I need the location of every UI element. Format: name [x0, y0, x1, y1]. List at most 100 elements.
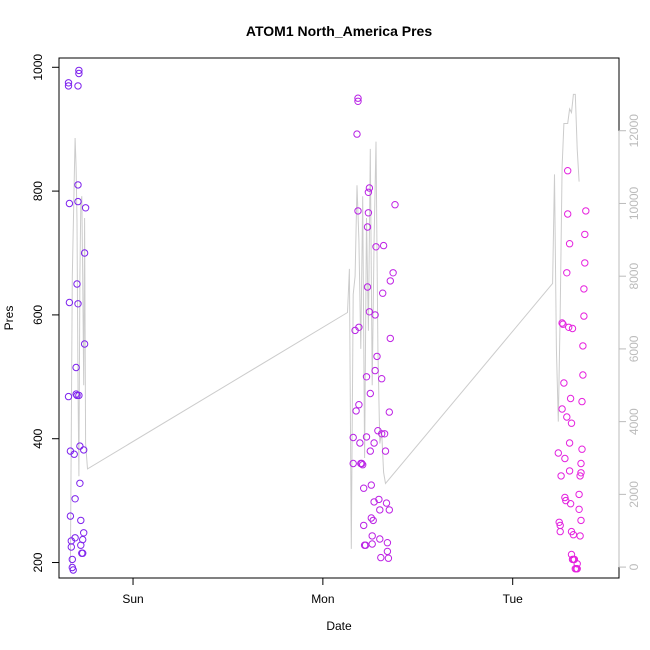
data-point	[379, 241, 388, 250]
data-point	[65, 298, 74, 307]
data-point	[369, 516, 377, 525]
x-tick-label: Sun	[122, 592, 143, 606]
data-point	[352, 407, 360, 415]
data-point	[74, 82, 82, 90]
data-point	[386, 334, 394, 343]
data-point	[81, 204, 90, 212]
data-point	[71, 495, 79, 503]
data-point	[354, 207, 362, 215]
scatter-points	[64, 66, 590, 574]
data-point	[383, 539, 392, 547]
data-point	[364, 188, 373, 197]
data-point	[70, 450, 78, 458]
data-point	[349, 459, 357, 468]
y-right-tick-label: 12000	[627, 114, 641, 148]
data-point	[358, 459, 366, 468]
data-point	[360, 521, 368, 530]
y-right-tick-label: 0	[627, 563, 641, 570]
x-axis-label: Date	[326, 619, 352, 633]
data-point	[561, 493, 569, 502]
data-point	[577, 469, 585, 477]
data-point	[385, 506, 393, 514]
data-point	[355, 401, 363, 409]
data-point	[366, 389, 374, 398]
data-point	[560, 379, 568, 387]
y-tick-label: 800	[31, 181, 45, 201]
right-series-line	[69, 93, 580, 568]
y-tick-label: 600	[31, 305, 45, 325]
data-point	[372, 243, 380, 251]
data-point	[561, 454, 569, 463]
data-point	[563, 413, 571, 421]
data-point	[565, 467, 574, 475]
data-point	[360, 484, 368, 492]
data-point	[365, 184, 374, 192]
data-point	[573, 565, 581, 573]
data-point	[378, 430, 386, 438]
data-point	[379, 289, 387, 297]
data-point	[373, 352, 381, 361]
y-tick-label: 1000	[31, 54, 45, 81]
data-point	[64, 82, 73, 90]
data-point	[79, 549, 87, 557]
data-point	[378, 375, 386, 383]
data-point	[558, 405, 566, 413]
data-point	[577, 516, 585, 525]
data-point	[563, 269, 571, 277]
data-point	[80, 446, 88, 454]
data-point	[363, 223, 372, 231]
x-tick-label: Tue	[503, 592, 524, 606]
data-point	[75, 69, 83, 78]
data-point	[577, 459, 585, 468]
data-point	[64, 392, 73, 401]
data-point	[362, 373, 371, 381]
data-point	[354, 97, 362, 106]
data-point	[365, 308, 374, 316]
data-point	[578, 397, 586, 406]
y-right-tick-label: 6000	[627, 335, 641, 362]
data-point	[368, 532, 376, 540]
data-point	[565, 240, 574, 248]
data-point	[74, 197, 82, 206]
data-point	[386, 277, 394, 285]
data-point	[73, 391, 81, 400]
data-point	[371, 366, 379, 375]
data-point	[576, 472, 584, 480]
data-point	[80, 249, 89, 257]
data-point	[355, 323, 363, 331]
data-point	[76, 479, 84, 487]
data-point	[382, 499, 391, 507]
data-point	[568, 324, 577, 333]
data-point	[349, 433, 357, 442]
x-tick-label: Mon	[311, 592, 334, 606]
data-point	[74, 300, 82, 308]
data-point	[71, 534, 79, 542]
data-point	[389, 269, 397, 277]
data-point	[377, 553, 385, 562]
data-point	[385, 408, 393, 416]
data-point	[580, 312, 588, 320]
data-point	[73, 280, 81, 288]
data-point	[555, 518, 563, 526]
data-point	[65, 199, 74, 208]
data-point	[76, 442, 84, 450]
data-point	[554, 449, 562, 457]
data-point	[367, 481, 375, 489]
data-point	[80, 529, 88, 537]
data-point	[356, 439, 364, 447]
right-axis-series	[69, 93, 580, 568]
data-point	[69, 566, 77, 574]
data-point	[77, 516, 85, 525]
data-point	[565, 323, 573, 331]
y-right-tick-label: 8000	[627, 263, 641, 290]
data-point	[575, 505, 583, 513]
data-point	[564, 167, 572, 175]
data-point	[383, 547, 392, 556]
data-point	[565, 439, 574, 447]
data-point	[557, 472, 565, 480]
data-point	[370, 439, 378, 447]
data-point	[564, 210, 572, 218]
data-point	[566, 394, 575, 403]
data-point	[66, 512, 75, 520]
data-point	[375, 495, 383, 504]
